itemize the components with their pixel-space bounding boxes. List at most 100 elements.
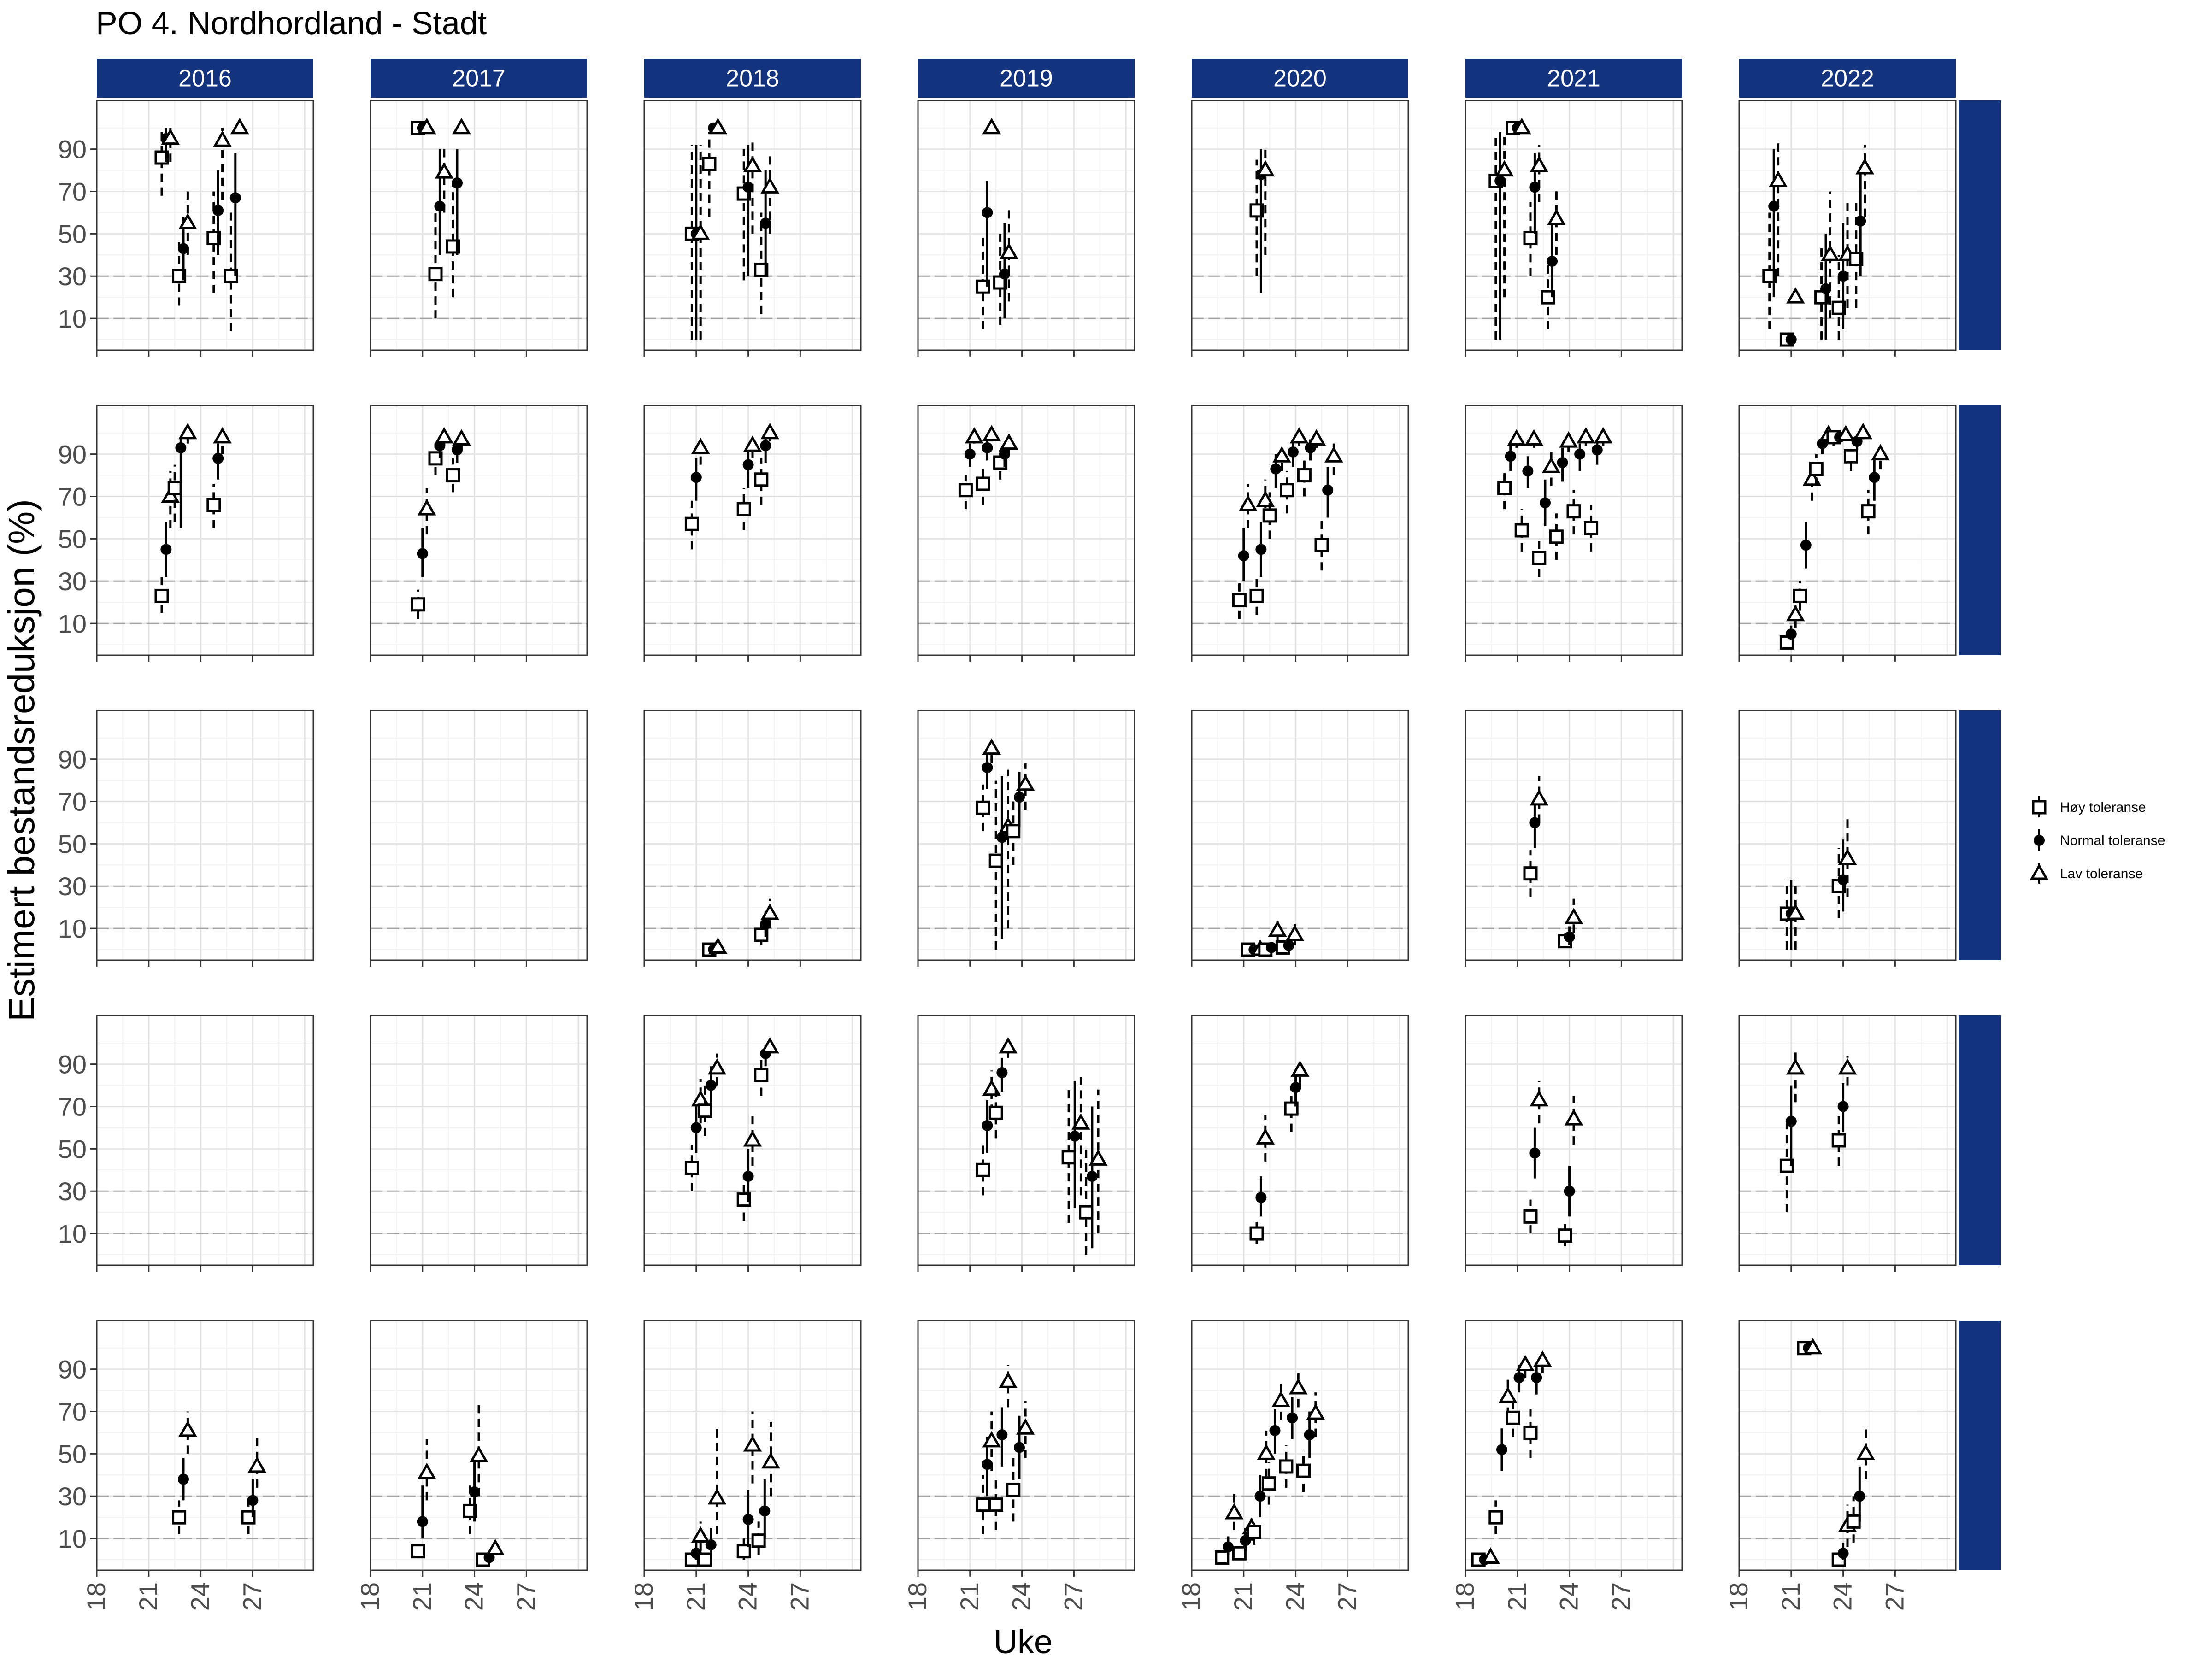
data-point-normal (1287, 441, 1299, 467)
triangle-marker (1853, 423, 1873, 440)
triangle-marker (1324, 446, 1343, 463)
data-point-lav (1307, 429, 1326, 448)
circle-marker (1837, 1101, 1849, 1112)
triangle-marker (1838, 1058, 1857, 1075)
circle-marker (160, 544, 172, 555)
panel: 10 30 50 70 90 (58, 405, 314, 662)
data-point-normal (1013, 1415, 1025, 1479)
data-point-normal (690, 458, 702, 501)
row-strip-bg (1959, 1321, 2001, 1570)
panel-bg (97, 1321, 313, 1570)
data-point-normal (1837, 1543, 1849, 1560)
data-point-normal (452, 149, 463, 255)
data-point-lav (213, 427, 232, 454)
x-axis-label: Uke (994, 1624, 1053, 1659)
panel-bg (1739, 405, 1956, 655)
triangle-marker (417, 117, 436, 135)
triangle-marker (435, 162, 454, 179)
triangle-marker (452, 117, 471, 135)
square-marker (1261, 1476, 1276, 1491)
circle-marker (212, 205, 224, 216)
panel-border (1191, 100, 1409, 351)
y-tick-label: 90 (58, 1355, 87, 1384)
panel: 10 30 50 70 90 18 21 24 27 (58, 1320, 314, 1611)
triangle-marker (178, 1420, 197, 1437)
data-point-lav (178, 191, 197, 255)
triangle-marker (1530, 1090, 1549, 1107)
circle-marker (1283, 939, 1294, 951)
data-point-lav (452, 429, 471, 450)
data-point-lav (1324, 443, 1343, 475)
data-point-lav (1272, 443, 1291, 471)
data-point-lav (1838, 1056, 1857, 1086)
column-strip-label: 2020 (1273, 65, 1327, 92)
triangle-marker (708, 117, 728, 135)
square-marker (976, 1497, 990, 1512)
triangle-marker (743, 1435, 762, 1452)
triangle-marker (1288, 1378, 1308, 1395)
column-strip-label: 2019 (1000, 65, 1053, 92)
data-point-lav (982, 738, 1001, 763)
triangle-marker (999, 1372, 1018, 1388)
circle-marker (1574, 448, 1586, 460)
data-point-lav (1786, 1051, 1805, 1103)
panel: 18 21 24 27 (1177, 1320, 1409, 1611)
data-point-hoy (702, 132, 717, 217)
panel: 10 30 50 70 90 (58, 1015, 314, 1272)
circle-marker (434, 200, 446, 212)
square-marker (736, 502, 751, 516)
triangle-marker (1786, 903, 1805, 920)
data-point-hoy (1523, 1199, 1538, 1234)
circle-marker (964, 448, 976, 460)
row-strip-bg (1959, 100, 2001, 350)
data-point-lav (691, 1521, 710, 1551)
panel-border (917, 1015, 1135, 1266)
circle-marker (1069, 1130, 1081, 1142)
circle-marker (1591, 444, 1603, 456)
data-point-lav (1838, 818, 1857, 897)
data-point-normal (1287, 1397, 1298, 1439)
triangle-marker (982, 738, 1001, 755)
panel-border (1738, 405, 1957, 656)
data-point-lav (417, 117, 436, 135)
column-strip-label: 2021 (1547, 65, 1600, 92)
data-point-hoy (206, 483, 221, 528)
panel-border (96, 100, 314, 351)
triangle-marker (743, 435, 762, 452)
panel-bg (644, 100, 861, 350)
panel-bg (371, 100, 587, 350)
circle-marker (1855, 215, 1866, 227)
panel-bg (97, 405, 313, 655)
data-point-normal (982, 1100, 993, 1153)
data-point-hoy (1006, 1458, 1021, 1522)
panel-border (1465, 1320, 1683, 1571)
data-point-normal (417, 528, 428, 577)
panel: 18 21 24 27 (903, 1320, 1135, 1611)
data-point-normal (212, 170, 224, 255)
square-marker (224, 269, 238, 283)
square-marker (754, 472, 769, 487)
data-point-hoy (976, 1475, 990, 1534)
circle-marker (1304, 1429, 1315, 1441)
data-point-lav (1786, 602, 1805, 628)
data-point-lav (760, 1037, 779, 1056)
y-tick-label: 70 (58, 1092, 87, 1121)
panel (1191, 1015, 1409, 1272)
triangle-marker (1256, 490, 1275, 507)
x-tick-label: 27 (785, 1582, 814, 1611)
data-point-normal (1322, 467, 1334, 518)
circle-marker (1529, 1147, 1541, 1159)
panel-bg (371, 1015, 587, 1265)
data-point-normal (1820, 234, 1831, 340)
column-strip-bg (918, 59, 1135, 98)
panel-border (370, 710, 588, 961)
circle-marker (1013, 792, 1025, 803)
triangle-marker (743, 1130, 762, 1147)
square-marker (1249, 588, 1264, 603)
x-tick-label: 21 (134, 1582, 163, 1611)
circle-marker (705, 1539, 717, 1550)
triangle-marker (1512, 117, 1531, 135)
square-marker (1079, 1205, 1094, 1220)
data-point-normal (1869, 458, 1880, 501)
data-point-hoy (154, 577, 169, 613)
